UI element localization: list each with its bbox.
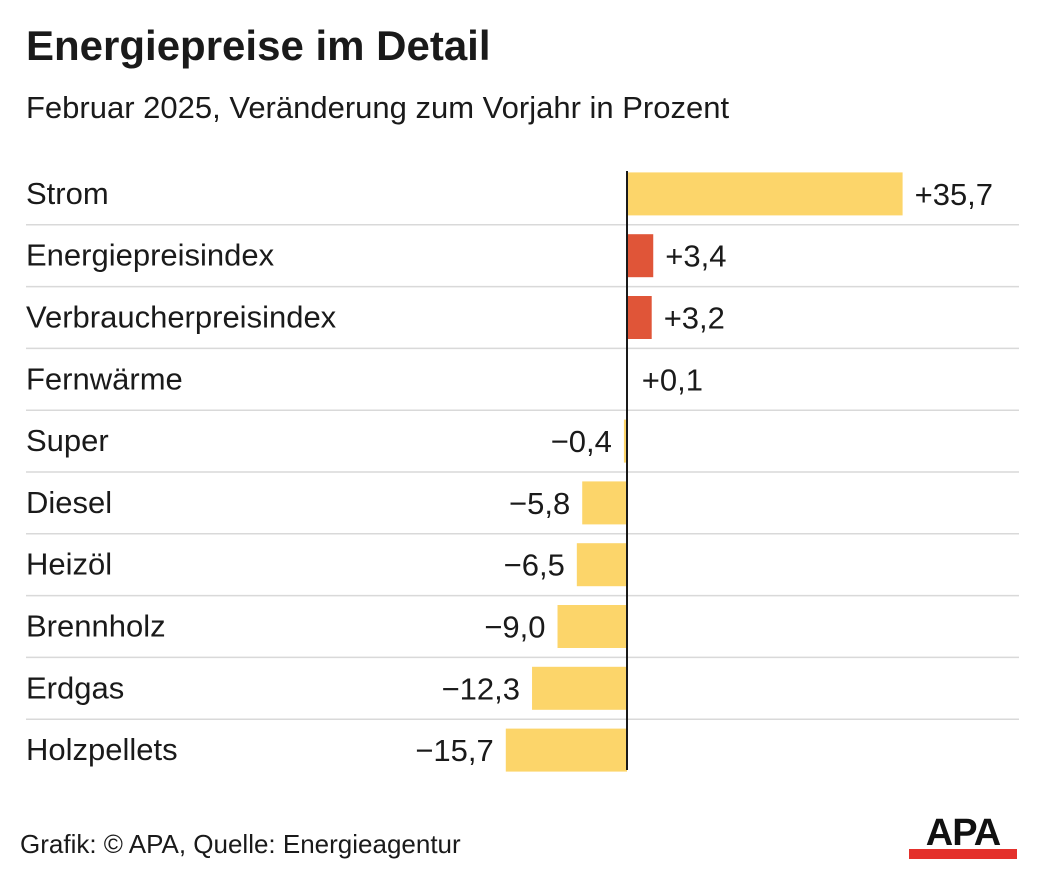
category-label: Strom xyxy=(26,176,109,211)
chart-subtitle: Februar 2025, Veränderung zum Vorjahr in… xyxy=(26,90,730,125)
value-label: +0,1 xyxy=(642,362,703,397)
value-label: −6,5 xyxy=(504,548,565,583)
category-label: Verbraucherpreisindex xyxy=(26,300,337,335)
value-label: −5,8 xyxy=(509,486,570,521)
bar xyxy=(576,543,627,587)
value-label: −12,3 xyxy=(442,671,520,706)
value-label: +3,2 xyxy=(664,301,725,336)
value-label: +35,7 xyxy=(915,177,993,212)
category-label: Brennholz xyxy=(26,609,166,644)
value-label: −9,0 xyxy=(484,610,545,645)
bar xyxy=(627,234,654,278)
category-label: Fernwärme xyxy=(26,361,183,396)
svg-text:APA: APA xyxy=(926,812,1001,854)
bar xyxy=(557,605,627,648)
bar-chart: Strom +35,7 Energiepreisindex +3,4 Verbrauch… xyxy=(26,171,1019,772)
category-label: Energiepreisindex xyxy=(26,238,275,273)
category-label: Diesel xyxy=(26,485,112,520)
bar xyxy=(582,481,627,525)
bar xyxy=(627,296,652,339)
bar xyxy=(532,666,627,710)
value-label: +3,4 xyxy=(665,239,726,274)
category-label: Erdgas xyxy=(26,670,124,705)
value-label: −15,7 xyxy=(415,733,493,768)
category-label: Heizöl xyxy=(26,547,112,582)
bar xyxy=(627,172,903,216)
apa-logo: APA xyxy=(909,812,1017,859)
value-label: −0,4 xyxy=(551,424,612,459)
chart-title: Energiepreise im Detail xyxy=(26,22,491,69)
bar xyxy=(505,728,627,772)
category-label: Holzpellets xyxy=(26,732,178,767)
category-label: Super xyxy=(26,423,109,458)
source-credit: Grafik: © APA, Quelle: Energieagentur xyxy=(20,829,461,859)
bar xyxy=(623,419,627,463)
